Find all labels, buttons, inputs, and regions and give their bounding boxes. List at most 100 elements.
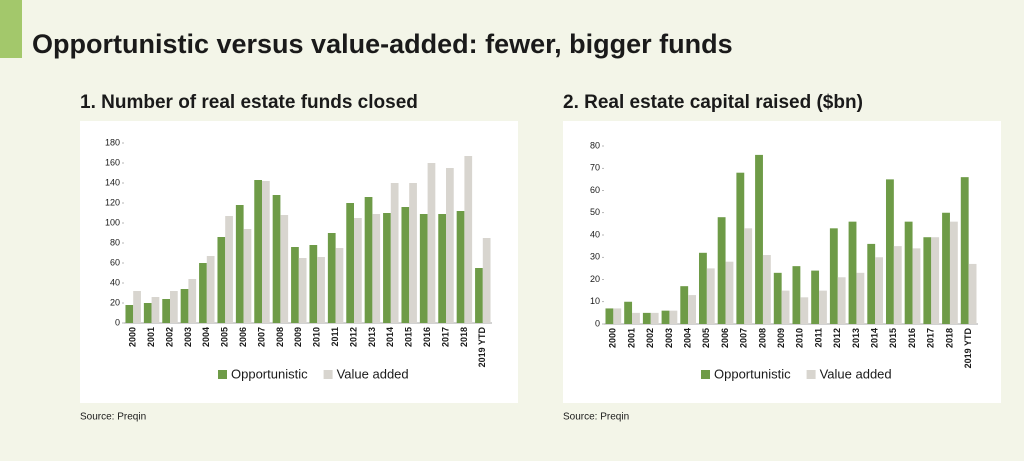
bar bbox=[309, 245, 318, 323]
bar bbox=[968, 263, 977, 324]
y-tick-label: 40 bbox=[110, 277, 120, 287]
bar bbox=[180, 289, 189, 323]
bar bbox=[893, 246, 902, 324]
y-tick-label: 80 bbox=[110, 237, 120, 247]
bar bbox=[162, 299, 170, 323]
bar bbox=[744, 228, 753, 324]
bar bbox=[143, 303, 152, 323]
bar bbox=[762, 255, 771, 324]
bar bbox=[931, 237, 940, 324]
bar bbox=[875, 257, 884, 324]
bar bbox=[912, 248, 921, 324]
bar bbox=[170, 291, 178, 323]
bar bbox=[680, 286, 689, 324]
x-tick-label: 2003 bbox=[664, 328, 674, 348]
bar bbox=[133, 291, 141, 323]
bar bbox=[960, 177, 969, 324]
x-tick-label: 2011 bbox=[330, 327, 340, 347]
x-tick-label: 2006 bbox=[720, 328, 730, 348]
bar bbox=[225, 216, 233, 323]
y-tick-label: 140 bbox=[105, 177, 120, 187]
x-tick-label: 2000 bbox=[128, 327, 138, 347]
y-tick-label: 60 bbox=[590, 185, 600, 195]
x-tick-label: 2013 bbox=[367, 327, 377, 347]
x-tick-label: 2000 bbox=[608, 328, 618, 348]
x-tick-label: 2008 bbox=[275, 327, 285, 347]
y-tick-label: 50 bbox=[590, 207, 600, 217]
y-tick-label: 160 bbox=[105, 157, 120, 167]
bar bbox=[867, 243, 876, 324]
bar bbox=[409, 183, 417, 323]
x-tick-label: 2006 bbox=[238, 327, 248, 347]
y-tick-label: 40 bbox=[590, 229, 600, 239]
bar bbox=[792, 266, 801, 324]
chart-title: 2. Real estate capital raised ($bn) bbox=[563, 92, 863, 113]
legend-swatch bbox=[806, 370, 816, 379]
bar bbox=[642, 312, 651, 324]
y-tick-label: 20 bbox=[110, 297, 120, 307]
bar bbox=[354, 218, 362, 323]
y-tick-label: 60 bbox=[110, 257, 120, 267]
x-tick-label: 2013 bbox=[851, 328, 861, 348]
y-tick-label: 180 bbox=[105, 137, 120, 147]
x-tick-label: 2016 bbox=[422, 327, 432, 347]
bar bbox=[346, 203, 354, 323]
bar bbox=[661, 310, 670, 324]
legend-label: Opportunistic bbox=[231, 366, 308, 381]
bar bbox=[482, 238, 491, 323]
x-tick-label: 2001 bbox=[146, 327, 156, 347]
x-tick-label: 2018 bbox=[944, 328, 954, 348]
bar bbox=[717, 217, 726, 324]
x-tick-label: 2015 bbox=[888, 328, 898, 348]
bar bbox=[475, 268, 483, 323]
bar bbox=[949, 221, 958, 324]
bar bbox=[811, 270, 820, 324]
x-tick-label: 2014 bbox=[870, 328, 880, 348]
bar bbox=[243, 229, 252, 323]
bar bbox=[254, 180, 262, 323]
x-tick-label: 2018 bbox=[459, 327, 469, 347]
bar bbox=[438, 214, 446, 323]
bar bbox=[923, 237, 932, 324]
y-tick-label: 20 bbox=[590, 274, 600, 284]
x-tick-label: 2005 bbox=[701, 328, 711, 348]
x-tick-label: 2019 YTD bbox=[963, 327, 973, 368]
accent-bar bbox=[0, 0, 22, 58]
x-tick-label: 2002 bbox=[645, 328, 655, 348]
legend-swatch bbox=[218, 370, 227, 379]
x-tick-label: 2016 bbox=[907, 328, 917, 348]
x-tick-label: 2002 bbox=[164, 327, 174, 347]
x-tick-label: 2015 bbox=[404, 327, 414, 347]
bar bbox=[217, 237, 226, 323]
x-tick-label: 2004 bbox=[683, 328, 693, 348]
bar bbox=[632, 312, 640, 324]
bar bbox=[317, 257, 325, 323]
chart-title: 1. Number of real estate funds closed bbox=[80, 92, 418, 113]
source: Source: Preqin bbox=[80, 412, 146, 423]
y-tick-label: 80 bbox=[590, 140, 600, 150]
bar bbox=[856, 272, 865, 324]
x-tick-label: 2001 bbox=[626, 328, 636, 348]
x-tick-label: 2011 bbox=[813, 328, 823, 348]
bar bbox=[624, 301, 633, 324]
bar bbox=[942, 212, 950, 324]
page-title: Opportunistic versus value-added: fewer,… bbox=[32, 29, 733, 59]
x-tick-label: 2009 bbox=[776, 328, 786, 348]
bar bbox=[464, 156, 473, 323]
bar bbox=[327, 233, 336, 323]
bar bbox=[773, 272, 782, 324]
bar bbox=[427, 163, 436, 323]
bar bbox=[904, 221, 913, 324]
bar bbox=[151, 297, 160, 323]
bar bbox=[706, 268, 715, 324]
bar bbox=[837, 277, 846, 324]
bar bbox=[800, 297, 809, 324]
x-tick-label: 2003 bbox=[183, 327, 193, 347]
y-tick-label: 120 bbox=[105, 197, 120, 207]
x-tick-label: 2007 bbox=[256, 327, 266, 347]
x-tick-label: 2008 bbox=[757, 328, 767, 348]
bar bbox=[199, 263, 207, 323]
bar bbox=[605, 308, 614, 324]
